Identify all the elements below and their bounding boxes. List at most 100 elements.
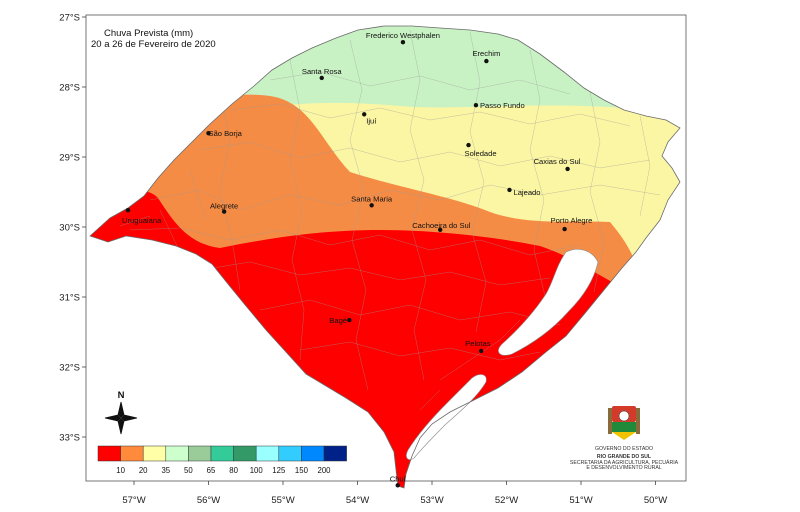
city-dot	[362, 112, 367, 117]
lat-tick-label: 32°S	[59, 363, 80, 374]
city-marker: Lajeado	[507, 187, 541, 197]
map-title: Chuva Prevista (mm) 20 a 26 de Fevereiro…	[91, 28, 216, 50]
legend-swatch	[120, 445, 144, 462]
legend-label: 65	[207, 466, 216, 475]
city-label: Ijuí	[366, 116, 377, 125]
city-marker: Chuí	[390, 474, 407, 488]
legend-label: 150	[295, 466, 309, 475]
city-dot	[562, 226, 567, 232]
title-line-1: Chuva Prevista (mm)	[104, 28, 193, 39]
lon-tick-label: 52°W	[495, 495, 518, 506]
coat-of-arms-icon	[608, 406, 640, 440]
city-dot	[565, 166, 570, 172]
lat-tick-label: 33°S	[59, 433, 80, 444]
city-dot	[507, 187, 512, 193]
city-marker: Uruguaiana	[122, 208, 162, 225]
lagoons	[406, 249, 599, 460]
city-label: Caxias do Sul	[534, 157, 581, 166]
city-dot	[478, 348, 484, 354]
lat-tick-label: 28°S	[59, 83, 80, 94]
city-dot	[319, 75, 324, 81]
city-label: Chuí	[390, 474, 407, 483]
color-legend: 10 20 35 50 65 80 100 125 150 200	[97, 445, 347, 475]
coordinate-axes: 57°W 56°W 55°W 54°W 53°W 52°W 51°W 50°W 27°S 28°S…	[59, 13, 667, 507]
city-label: Uruguaiana	[122, 216, 162, 225]
city-marker: Porto Alegre	[551, 216, 593, 232]
lon-tick-label: 57°W	[122, 495, 145, 506]
legend-label: 200	[317, 466, 331, 475]
city-dot	[125, 208, 131, 213]
lon-tick-label: 55°W	[271, 495, 294, 506]
city-dot	[369, 203, 374, 208]
lon-tick-label: 51°W	[569, 495, 592, 506]
legend-swatch	[210, 445, 234, 462]
city-marker: Erechim	[472, 49, 500, 64]
city-label: Bagé	[329, 316, 347, 325]
state-outline	[89, 25, 681, 489]
city-marker: Ijuí	[362, 112, 377, 125]
lat-tick-label: 29°S	[59, 153, 80, 164]
city-dot	[437, 227, 443, 232]
city-marker: Cachoeira do Sul	[412, 221, 471, 232]
city-marker: São Borja	[206, 129, 243, 138]
city-label: Lajeado	[513, 188, 540, 197]
city-label: Alegrete	[210, 202, 238, 211]
lat-tick-label: 31°S	[59, 293, 80, 304]
city-marker: Caxias do Sul	[534, 157, 581, 172]
legend-label: 20	[139, 466, 148, 475]
municipal-boundaries	[119, 29, 661, 411]
lon-tick-label: 53°W	[420, 495, 443, 506]
lon-tick-label: 54°W	[346, 495, 369, 506]
lagoa-dos-patos	[498, 249, 599, 356]
city-label: Erechim	[472, 49, 500, 58]
city-label: Cachoeira do Sul	[412, 221, 471, 230]
legend-label: 10	[116, 466, 125, 475]
city-label: Porto Alegre	[551, 216, 593, 225]
legend-swatch	[142, 445, 167, 462]
logo-line-4: E DESENVOLVIMENTO RURAL	[586, 465, 661, 471]
legend-label: 50	[184, 466, 193, 475]
city-label: Santa Rosa	[302, 67, 342, 76]
city-dot	[221, 209, 227, 214]
logo-line-1: GOVERNO DO ESTADO	[595, 446, 653, 452]
north-arrow: N	[104, 390, 138, 435]
legend-swatch	[323, 445, 347, 462]
government-logo: GOVERNO DO ESTADO RIO GRANDE DO SUL SECR…	[570, 406, 679, 471]
legend-swatch	[255, 445, 280, 462]
logo-line-2: RIO GRANDE DO SUL	[597, 454, 652, 460]
city-dot	[484, 58, 489, 64]
city-dot	[400, 40, 406, 45]
city-marker: Santa Maria	[351, 194, 393, 208]
city-dot	[473, 103, 479, 108]
city-dot	[347, 317, 352, 323]
lon-tick-label: 50°W	[644, 495, 667, 506]
city-marker: Pelotas	[465, 339, 491, 354]
city-marker: Soledade	[465, 142, 497, 158]
city-marker: Alegrete	[210, 202, 238, 214]
city-markers: Frederico Westphalen Erechim Santa Rosa Pas…	[122, 31, 593, 488]
city-label: Pelotas	[465, 339, 491, 348]
legend-swatch	[233, 445, 257, 462]
legend-label: 80	[229, 466, 238, 475]
legend-swatch	[188, 445, 212, 462]
city-dot	[466, 142, 471, 148]
lon-tick-label: 56°W	[197, 495, 220, 506]
city-marker: Bagé	[329, 316, 352, 325]
lat-tick-label: 27°S	[59, 13, 80, 24]
legend-swatch	[278, 445, 302, 462]
city-dot	[206, 131, 211, 136]
city-marker: Passo Fundo	[473, 101, 525, 110]
legend-label: 100	[250, 466, 264, 475]
legend-label: 35	[161, 466, 170, 475]
city-label: Santa Maria	[351, 194, 393, 203]
logo-line-3: SECRETARIA DA AGRICULTURA, PECUÁRIA	[570, 459, 679, 466]
legend-swatch	[97, 445, 121, 462]
city-label: Soledade	[465, 149, 497, 158]
north-label: N	[118, 390, 125, 401]
city-marker: Santa Rosa	[302, 67, 342, 81]
legend-label: 125	[272, 466, 286, 475]
title-line-2: 20 a 26 de Fevereiro de 2020	[91, 39, 216, 50]
legend-swatch	[301, 445, 325, 462]
lat-tick-label: 30°S	[59, 223, 80, 234]
